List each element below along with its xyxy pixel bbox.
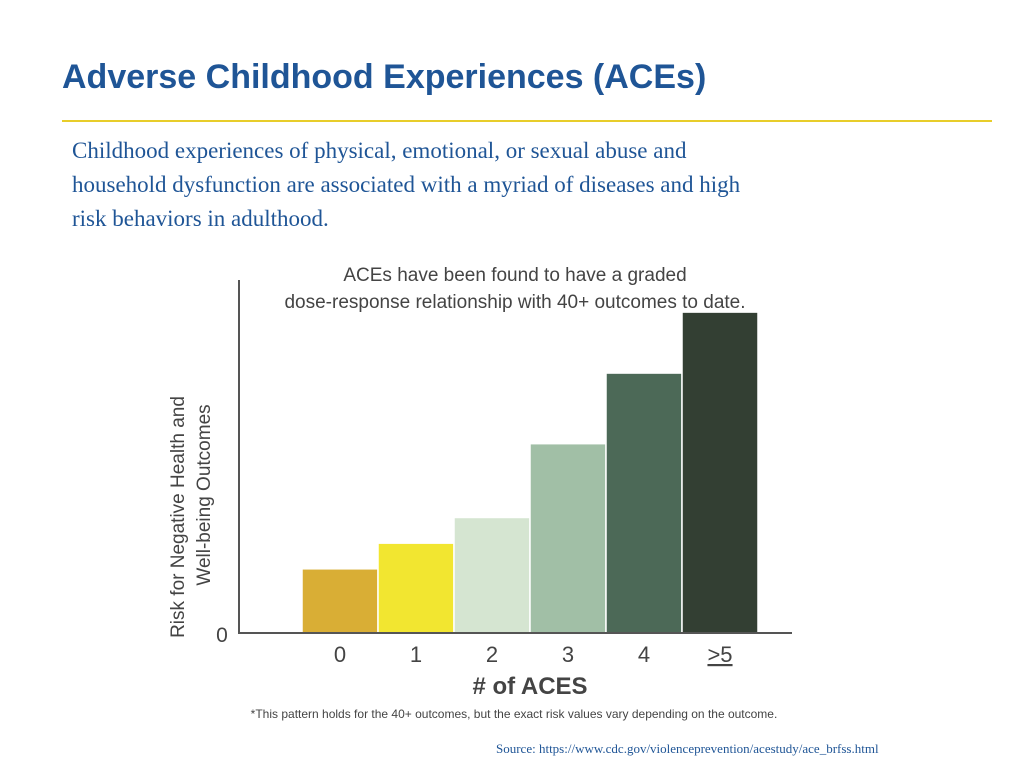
body-line: risk behaviors in adulthood. [72,206,329,231]
bar-3 [529,442,607,634]
title-divider [62,120,992,122]
chart-title-line-1: ACEs have been found to have a graded [343,265,686,286]
source-citation: Source: https://www.cdc.gov/violenceprev… [496,741,879,756]
bar-4 [605,372,683,634]
slide-title: Adverse Childhood Experiences (ACEs) [62,58,707,96]
x-tick-label-3: 3 [562,642,574,667]
body-line: household dysfunction are associated wit… [72,172,741,197]
y-axis-label-line-1: Risk for Negative Health and [168,396,189,638]
chart-title-line-2: dose-response relationship with 40+ outc… [284,292,745,313]
bar-2 [453,516,531,634]
x-tick-label-4: 4 [638,642,650,667]
x-axis-label: # of ACES [472,673,587,700]
aces-bar-chart: ACEs have been found to have a graded do… [168,265,792,721]
x-tick-labels-group: 0 1 2 3 4 >5 [334,642,733,667]
bar-0 [301,568,379,634]
body-text: Childhood experiences of physical, emoti… [72,134,932,236]
body-line: Childhood experiences of physical, emoti… [72,138,687,163]
bars-group [301,311,759,634]
bar-1 [377,542,455,634]
x-tick-label-0: 0 [334,642,346,667]
x-tick-label-2: 2 [486,642,498,667]
y-tick-label-zero: 0 [216,624,228,647]
x-tick-label-5: >5 [707,642,732,667]
bar-5 [681,311,759,634]
x-tick-label-1: 1 [410,642,422,667]
chart-footnote: *This pattern holds for the 40+ outcomes… [251,707,778,721]
y-axis-label-line-2: Well-being Outcomes [194,404,215,585]
